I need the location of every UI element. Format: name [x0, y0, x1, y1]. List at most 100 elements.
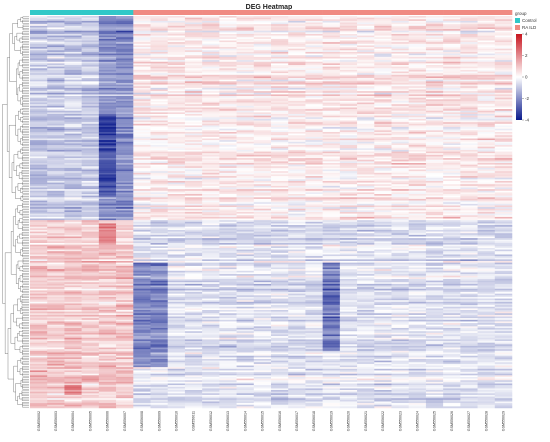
heatmap-cell — [494, 262, 513, 265]
group-cell — [271, 10, 289, 15]
heatmap-cell — [408, 125, 427, 128]
heatmap-cell — [391, 277, 409, 280]
heatmap-cell — [64, 102, 82, 105]
heatmap-cell — [271, 37, 289, 40]
heatmap-cell — [219, 81, 237, 84]
heatmap-cell — [98, 61, 117, 64]
heatmap-cell — [30, 30, 48, 33]
heatmap-cell — [202, 104, 220, 107]
heatmap-cell — [305, 184, 323, 187]
heatmap-cell — [64, 27, 82, 30]
heatmap-cell — [408, 159, 427, 162]
heatmap-cell — [339, 247, 358, 250]
heatmap-cell — [98, 38, 117, 41]
heatmap-cell — [477, 216, 496, 219]
heatmap-cell — [236, 166, 255, 169]
heatmap-cell — [443, 301, 461, 304]
heatmap-cell — [236, 47, 255, 49]
heatmap-cell — [64, 269, 82, 272]
heatmap-cell — [391, 51, 409, 54]
heatmap-cell — [236, 27, 255, 30]
heatmap-cell — [30, 53, 48, 56]
heatmap-cell — [30, 114, 48, 116]
heatmap-cell — [98, 287, 117, 290]
heatmap-cell — [374, 283, 392, 286]
heatmap-cell — [357, 24, 375, 27]
heatmap-cell — [460, 32, 478, 35]
heatmap-cell — [236, 203, 255, 206]
heatmap-cell — [81, 208, 100, 211]
heatmap-cell — [30, 154, 48, 157]
heatmap-cell — [150, 246, 168, 249]
heatmap-cell — [202, 133, 220, 136]
heatmap-cell — [271, 272, 289, 275]
heatmap-cell — [357, 179, 375, 182]
heatmap-cell — [81, 207, 100, 209]
heatmap-cell — [64, 215, 82, 218]
heatmap-cell — [253, 231, 272, 234]
heatmap-cell — [184, 249, 203, 252]
heatmap-cell — [98, 262, 117, 265]
heatmap-cell — [322, 300, 341, 303]
heatmap-cell — [202, 61, 220, 64]
heatmap-cell — [374, 182, 392, 185]
heatmap-cell — [288, 234, 306, 237]
heatmap-cell — [219, 257, 237, 260]
heatmap-cell — [443, 123, 461, 126]
heatmap-cell — [288, 122, 306, 125]
heatmap-cell — [271, 220, 289, 223]
heatmap-cell — [47, 48, 65, 51]
heatmap-cell — [271, 210, 289, 213]
heatmap-cell — [408, 226, 427, 229]
heatmap-cell — [236, 73, 255, 76]
heatmap-cell — [202, 265, 220, 268]
heatmap-cell — [202, 17, 220, 20]
heatmap-cell — [374, 50, 392, 53]
heatmap-cell — [425, 171, 444, 174]
heatmap-cell — [339, 228, 358, 231]
heatmap-cell — [374, 45, 392, 48]
heatmap-cell — [494, 215, 513, 218]
heatmap-cell — [64, 189, 82, 192]
heatmap-cell — [98, 278, 117, 281]
heatmap-cell — [30, 176, 48, 178]
heatmap-cell — [98, 290, 117, 293]
heatmap-cell — [374, 143, 392, 146]
heatmap-cell — [98, 213, 117, 216]
heatmap-cell — [391, 202, 409, 205]
heatmap-cell — [408, 243, 427, 245]
heatmap-cell — [494, 301, 513, 304]
heatmap-cell — [391, 33, 409, 36]
heatmap-cell — [271, 82, 289, 85]
heatmap-cell — [30, 148, 48, 151]
heatmap-cell — [271, 29, 289, 31]
heatmap-cell — [374, 118, 392, 121]
heatmap-cell — [219, 231, 237, 234]
heatmap-cell — [219, 296, 237, 299]
heatmap-cell — [184, 159, 203, 162]
heatmap-cell — [271, 146, 289, 149]
heatmap-cell — [133, 177, 151, 180]
heatmap-cell — [116, 114, 134, 116]
heatmap-cell — [339, 40, 358, 43]
heatmap-cell — [425, 256, 444, 258]
heatmap-cell — [288, 259, 306, 262]
heatmap-cell — [133, 228, 151, 231]
heatmap-cell — [81, 47, 100, 49]
heatmap-cell — [253, 192, 272, 195]
heatmap-cell — [133, 171, 151, 174]
heatmap-cell — [184, 236, 203, 239]
heatmap-cell — [184, 56, 203, 59]
heatmap-cell — [288, 47, 306, 49]
heatmap-cell — [305, 148, 323, 151]
heatmap-cell — [494, 246, 513, 249]
heatmap-cell — [443, 265, 461, 268]
heatmap-cell — [202, 171, 220, 174]
heatmap-cell — [150, 30, 168, 33]
heatmap-cell — [477, 25, 496, 28]
heatmap-cell — [357, 136, 375, 139]
heatmap-cell — [202, 236, 220, 239]
heatmap-cell — [150, 79, 168, 82]
heatmap-cell — [98, 69, 117, 72]
heatmap-cell — [98, 267, 117, 270]
